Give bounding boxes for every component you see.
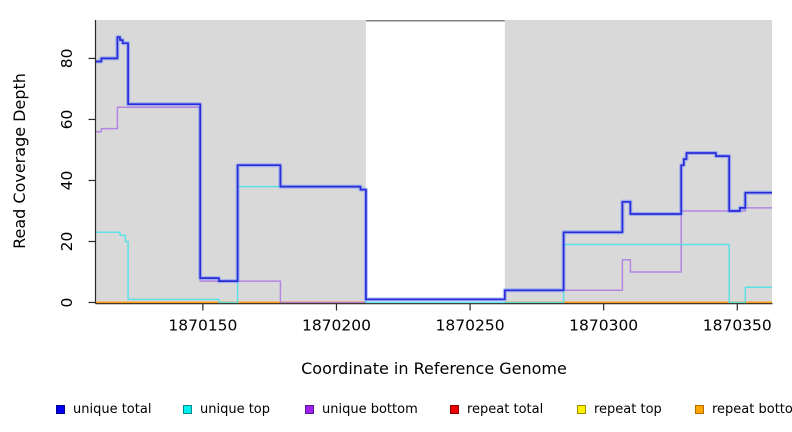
x-tick-label: 1870250 — [436, 317, 505, 335]
legend-label: unique total — [73, 401, 152, 417]
legend-item-repeat-bottom: repeat bottom — [695, 401, 792, 417]
y-tick-label: 0 — [58, 298, 76, 308]
series-unique-total-line — [96, 36, 772, 301]
legend-item-unique-top: unique top — [183, 401, 271, 417]
legend-item-repeat-top: repeat top — [577, 401, 662, 417]
plot-panel — [96, 20, 772, 304]
legend-item-unique-total: unique total — [56, 401, 152, 417]
chart-legend: unique total unique top unique bottom repea… — [0, 398, 792, 428]
y-axis-title: Read Coverage Depth — [10, 73, 29, 249]
axes: 1870150 1870200 1870250 1870300 1870350 0 20 40… — [58, 20, 773, 335]
x-tick-label: 1870200 — [302, 317, 371, 335]
legend-label: unique top — [200, 401, 271, 417]
legend-item-unique-bottom: unique bottom — [305, 401, 418, 417]
legend-label: repeat total — [467, 401, 544, 417]
legend-swatch-unique-bottom — [305, 404, 314, 414]
x-axis-title: Coordinate in Reference Genome — [301, 359, 567, 378]
x-tick-label: 1870300 — [569, 317, 638, 335]
legend-swatch-repeat-bottom — [695, 404, 704, 414]
legend-swatch-repeat-top — [577, 404, 586, 414]
series-lines — [96, 35, 772, 304]
y-tick-label: 60 — [58, 110, 76, 130]
legend-swatch-repeat-total — [450, 404, 459, 414]
y-tick-label: 40 — [58, 171, 76, 191]
y-tick-label: 20 — [58, 232, 76, 252]
legend-label: repeat top — [594, 401, 662, 417]
legend-swatch-unique-top — [183, 404, 192, 414]
legend-item-repeat-total: repeat total — [450, 401, 544, 417]
legend-label: unique bottom — [322, 401, 418, 417]
x-tick-label: 1870350 — [703, 317, 772, 335]
x-tick-label: 1870150 — [168, 317, 237, 335]
legend-label: repeat bottom — [712, 401, 792, 417]
legend-swatch-unique-total — [56, 404, 65, 414]
y-tick-label: 80 — [58, 49, 76, 69]
masked-region — [365, 20, 505, 304]
